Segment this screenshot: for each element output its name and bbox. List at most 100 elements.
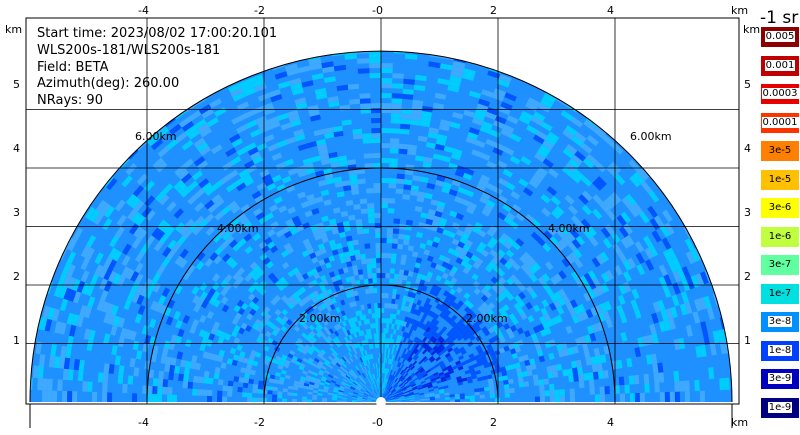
range-gate-cell	[486, 241, 495, 250]
range-gate-cell	[648, 245, 659, 257]
range-gate-cell	[484, 291, 492, 299]
range-gate-cell	[309, 114, 321, 122]
range-gate-cell	[306, 141, 318, 149]
range-gate-cell	[264, 355, 271, 362]
range-gate-cell	[323, 361, 330, 367]
range-gate-cell	[252, 397, 258, 402]
range-gate-cell	[263, 345, 270, 352]
range-gate-cell	[109, 235, 119, 248]
range-gate-cell	[523, 187, 534, 197]
range-gate-cell	[405, 355, 410, 361]
range-gate-cell	[233, 325, 241, 333]
range-gate-cell	[494, 142, 506, 152]
range-gate-cell	[368, 278, 373, 284]
range-gate-cell	[197, 389, 203, 396]
range-gate-cell	[442, 229, 450, 236]
range-gate-cell	[47, 378, 53, 391]
range-gate-cell	[450, 321, 457, 328]
range-gate-cell	[280, 250, 289, 258]
range-gate-cell	[231, 115, 244, 125]
range-gate-cell	[144, 360, 151, 370]
range-gate-cell	[225, 183, 237, 193]
range-gate-cell	[414, 370, 420, 375]
range-gate-cell	[204, 199, 215, 210]
range-gate-cell	[335, 274, 342, 281]
range-gate-cell	[384, 397, 389, 401]
range-gate-cell	[407, 356, 412, 362]
range-gate-cell	[102, 392, 108, 402]
range-gate-cell	[127, 290, 136, 302]
range-gate-cell	[433, 215, 441, 223]
range-gate-cell	[559, 395, 565, 402]
range-gate-cell	[517, 327, 524, 335]
range-gate-cell	[257, 120, 269, 129]
range-gate-cell	[463, 312, 471, 320]
range-gate-cell	[427, 347, 433, 353]
range-gate-cell	[32, 365, 39, 378]
range-gate-cell	[363, 361, 367, 367]
range-gate-cell	[238, 377, 245, 383]
range-gate-cell	[294, 97, 307, 105]
range-gate-cell	[695, 345, 702, 358]
range-gate-cell	[436, 349, 442, 355]
range-gate-cell	[423, 302, 429, 309]
range-gate-cell	[503, 241, 513, 250]
range-gate-cell	[440, 119, 451, 127]
range-gate-cell	[377, 383, 379, 389]
range-gate-cell	[455, 326, 462, 333]
range-gate-cell	[174, 285, 183, 295]
x-tick-bottom: -0	[372, 416, 383, 429]
range-gate-cell	[322, 399, 327, 402]
range-gate-cell	[168, 372, 174, 381]
range-gate-cell	[150, 353, 157, 363]
range-gate-cell	[423, 156, 433, 164]
range-gate-cell	[407, 149, 417, 156]
range-gate-cell	[367, 401, 372, 402]
range-gate-cell	[114, 226, 125, 239]
range-gate-cell	[471, 374, 478, 380]
range-gate-cell	[451, 222, 460, 230]
range-gate-cell	[340, 210, 349, 218]
range-gate-cell	[406, 296, 411, 302]
range-gate-cell	[367, 213, 375, 219]
range-gate-cell	[450, 335, 457, 342]
range-gate-cell	[555, 314, 563, 324]
range-gate-cell	[362, 396, 368, 399]
range-gate-cell	[319, 369, 325, 374]
range-gate-cell	[348, 352, 353, 358]
range-gate-cell	[520, 110, 534, 121]
range-gate-cell	[359, 357, 364, 363]
range-gate-cell	[404, 395, 410, 397]
range-gate-cell	[684, 391, 690, 402]
range-gate-cell	[378, 368, 380, 374]
colorbar-level-label: 1e-7	[768, 287, 792, 299]
range-gate-cell	[345, 374, 351, 380]
range-gate-cell	[117, 317, 126, 328]
range-gate-cell	[662, 209, 673, 223]
range-gate-cell	[441, 186, 451, 194]
range-gate-cell	[308, 386, 314, 390]
range-gate-cell	[391, 375, 395, 381]
range-gate-cell	[280, 325, 288, 333]
range-gate-cell	[478, 98, 491, 107]
backscatter-field	[30, 51, 732, 402]
range-gate-cell	[355, 254, 361, 261]
range-gate-cell	[200, 300, 209, 309]
range-gate-cell	[370, 380, 374, 385]
range-gate-cell	[343, 185, 352, 192]
range-gate-cell	[533, 111, 546, 122]
range-gate-cell	[672, 270, 682, 283]
range-gate-cell	[277, 394, 283, 399]
range-gate-cell	[259, 280, 268, 289]
range-gate-cell	[375, 253, 381, 259]
range-gate-cell	[423, 343, 429, 350]
y-tick-right: 2	[744, 270, 751, 283]
range-gate-cell	[408, 392, 414, 395]
range-gate-cell	[136, 173, 148, 186]
range-gate-cell	[230, 87, 244, 98]
range-gate-cell	[357, 269, 363, 275]
range-gate-cell	[233, 178, 244, 188]
range-gate-cell	[145, 235, 156, 246]
range-gate-cell	[121, 266, 131, 278]
range-gate-cell	[400, 113, 412, 120]
